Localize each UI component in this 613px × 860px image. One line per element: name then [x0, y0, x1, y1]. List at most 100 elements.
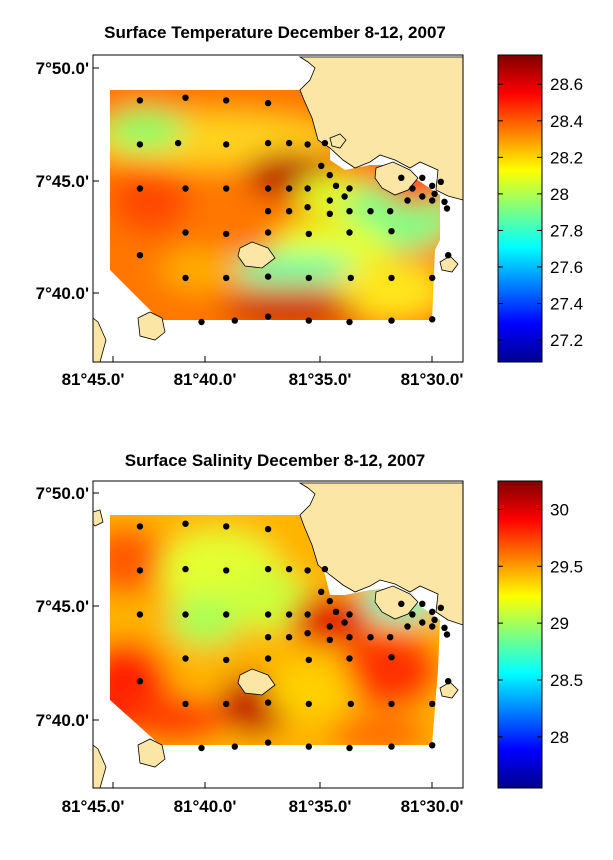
salinity-station-marker: [285, 611, 293, 618]
temperature-station-marker: [441, 198, 448, 205]
temperature-station-marker: [388, 228, 395, 235]
temperature-station-marker: [223, 97, 230, 104]
temperature-x-tick-label: 81°35.0': [289, 370, 352, 389]
salinity-station-marker: [431, 616, 438, 623]
salinity-station-marker: [136, 567, 144, 574]
temperature-y-tick-label: 7°50.0': [36, 59, 89, 78]
temperature-station-marker: [429, 316, 436, 323]
temperature-colorbar-tick-label: 28.2: [550, 148, 583, 167]
temperature-station-marker: [429, 274, 436, 282]
salinity-station-marker: [182, 655, 189, 662]
temperature-station-marker: [305, 317, 312, 324]
temperature-station-marker: [264, 208, 272, 215]
temperature-x-tick-label: 81°45.0': [62, 370, 125, 389]
salinity-station-marker: [264, 699, 272, 706]
salinity-colorbar-tick-label: 30: [550, 500, 569, 519]
salinity-station-marker: [388, 700, 395, 708]
salinity-title: Surface Salinity December 8-12, 2007: [125, 451, 426, 470]
salinity-colorbar-gradient: [497, 480, 543, 789]
salinity-y-tick-label: 7°45.0': [36, 597, 89, 616]
temperature-stations: [136, 94, 452, 326]
temperature-station-marker: [346, 318, 353, 326]
temperature-station-marker: [346, 185, 353, 192]
salinity-station-marker: [445, 678, 452, 685]
temperature-station-marker: [326, 171, 333, 179]
temperature-station-marker: [305, 230, 312, 238]
temperature-station-marker: [136, 185, 144, 192]
salinity-station-marker: [264, 611, 272, 618]
salinity-station-marker: [304, 611, 311, 618]
salinity-station-marker: [182, 611, 189, 618]
salinity-x-tick-label: 81°35.0': [289, 797, 352, 816]
temperature-station-marker: [223, 185, 230, 192]
temperature-x-tick-label: 81°30.0': [401, 370, 464, 389]
temperature-station-marker: [304, 204, 311, 211]
temperature-colorbar-tick-label: 28.6: [550, 75, 583, 94]
temperature-station-marker: [305, 274, 312, 282]
salinity-station-marker: [264, 525, 272, 533]
salinity-station-marker: [305, 700, 312, 708]
salinity-station-marker: [419, 619, 426, 626]
salinity-station-marker: [182, 700, 189, 708]
temperature-station-marker: [347, 274, 354, 282]
salinity-station-marker: [223, 523, 230, 530]
salinity-station-marker: [409, 611, 416, 618]
salinity-station-marker: [398, 600, 405, 607]
salinity-colorbar: 28 28.5 29 29.5 30: [497, 480, 583, 789]
temperature-station-marker: [326, 197, 333, 204]
temperature-station-marker: [431, 190, 438, 197]
salinity-station-marker: [223, 611, 230, 618]
salinity-colorbar-tick-label: 28: [550, 728, 569, 747]
temperature-station-marker: [326, 210, 333, 217]
temperature-y-tick-label: 7°45.0': [36, 172, 89, 191]
salinity-colorbar-tick-label: 28.5: [550, 671, 583, 690]
salinity-station-marker: [429, 608, 436, 615]
temperature-station-marker: [304, 141, 311, 148]
salinity-station-marker: [223, 567, 230, 574]
salinity-panel: Surface Salinity December 8-12, 2007: [36, 451, 583, 816]
temperature-station-marker: [429, 197, 436, 204]
temperature-station-marker: [285, 208, 293, 215]
salinity-ticks: [93, 492, 433, 788]
salinity-station-marker: [332, 608, 340, 615]
temperature-station-marker: [223, 230, 230, 238]
temperature-colorbar-tick-label: 27.6: [550, 258, 583, 277]
temperature-station-marker: [346, 208, 353, 215]
temperature-colorbar: 27.2 27.4 27.6 27.8 28 28.2 28.4 28.6: [497, 54, 583, 363]
temperature-station-marker: [346, 229, 353, 236]
temperature-station-marker: [231, 317, 238, 324]
salinity-x-tick-label: 81°45.0': [62, 797, 125, 816]
temperature-station-marker: [404, 197, 411, 204]
salinity-colorbar-tick-label: 29.5: [550, 557, 583, 576]
salinity-axes-frame: [92, 480, 464, 789]
salinity-station-marker: [305, 743, 312, 750]
temperature-station-marker: [419, 193, 426, 200]
salinity-station-marker: [285, 634, 293, 641]
temperature-station-marker: [409, 185, 416, 192]
salinity-station-marker: [198, 744, 205, 752]
salinity-field: [110, 515, 440, 745]
salinity-station-marker: [321, 565, 329, 573]
temperature-station-marker: [264, 185, 272, 192]
salinity-station-marker: [304, 630, 311, 637]
temperature-colorbar-gradient: [497, 54, 543, 363]
salinity-station-marker: [136, 678, 144, 685]
temperature-station-marker: [387, 208, 394, 215]
salinity-station-marker: [429, 700, 436, 708]
salinity-station-marker: [223, 656, 230, 664]
temperature-title: Surface Temperature December 8-12, 2007: [104, 23, 446, 42]
salinity-station-marker: [388, 654, 395, 661]
salinity-station-marker: [419, 600, 426, 607]
temperature-land: [92, 56, 464, 363]
salinity-station-marker: [388, 743, 395, 750]
salinity-station-marker: [441, 624, 448, 631]
temperature-station-marker: [332, 182, 340, 189]
temperature-station-marker: [174, 139, 182, 147]
temperature-station-marker: [136, 97, 144, 104]
temperature-panel: Surface Temperature December 8-12, 2007: [36, 23, 583, 389]
temperature-station-marker: [182, 185, 189, 192]
salinity-station-marker: [326, 597, 333, 605]
temperature-colorbar-tick-label: 27.2: [550, 331, 583, 350]
temperature-station-marker: [182, 94, 189, 101]
